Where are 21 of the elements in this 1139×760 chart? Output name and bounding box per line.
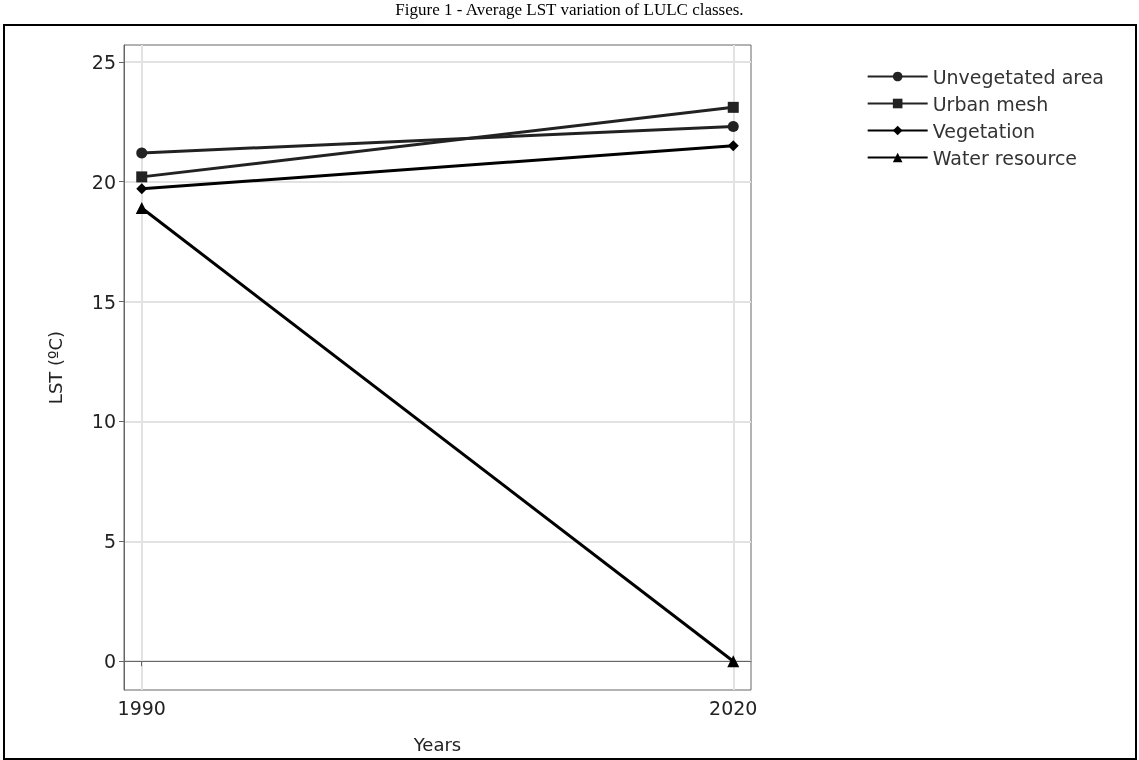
y-tick-label: 25 — [91, 50, 116, 73]
point — [727, 140, 739, 152]
y-tick-label: 20 — [91, 170, 116, 193]
y-tick-label: 15 — [91, 290, 116, 313]
chart-title: Figure 1 - Average LST variation of LULC classes. — [394, 0, 745, 20]
legend-label: Urban mesh — [932, 92, 1049, 115]
point — [727, 101, 739, 113]
y-tick-label: 10 — [91, 410, 116, 433]
point — [727, 121, 739, 133]
legend-label: Water resource — [932, 146, 1078, 169]
y-tick-label: 0 — [103, 650, 116, 673]
legend-label: Unvegetated area — [932, 65, 1105, 88]
x-tick-label: 2020 — [709, 696, 758, 719]
point — [136, 183, 148, 195]
y-axis-title: LST (ºC) — [44, 330, 66, 405]
legend-label: Vegetation — [932, 119, 1036, 142]
y-tick-label: 5 — [103, 530, 116, 553]
x-tick-label: 1990 — [117, 696, 166, 719]
x-axis-title: Years — [412, 733, 462, 755]
point — [136, 147, 148, 159]
point — [136, 171, 148, 183]
